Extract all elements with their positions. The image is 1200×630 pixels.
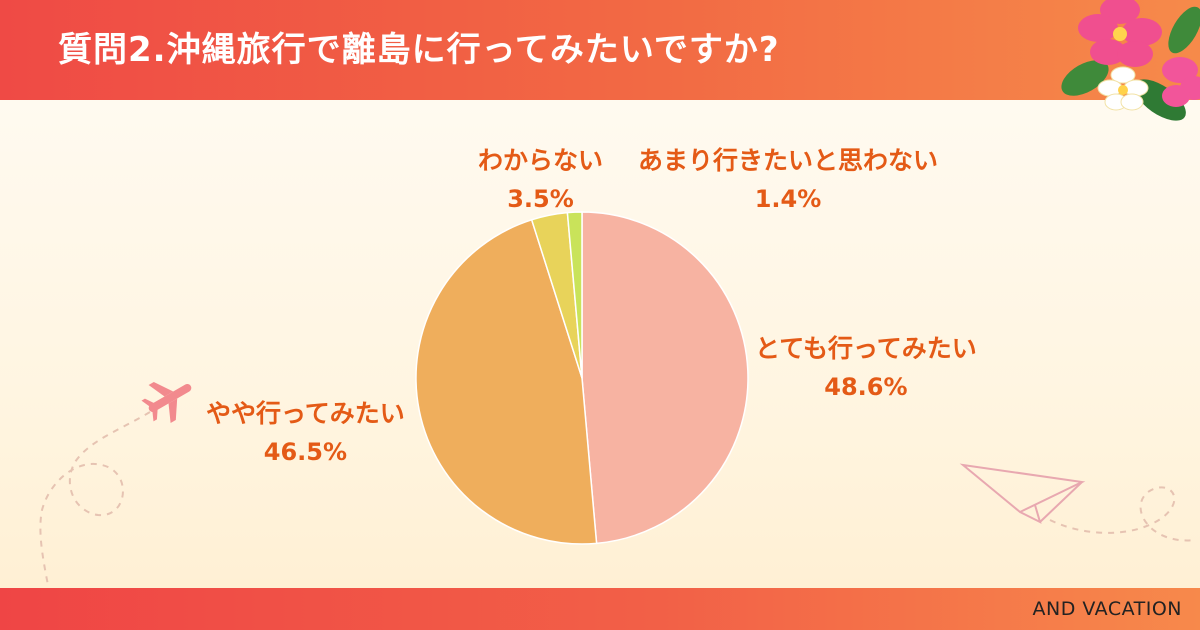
slice-label-value: 1.4%: [754, 185, 822, 213]
paper-plane-icon: [959, 463, 1086, 524]
pie-slice-1: [415, 218, 598, 545]
slice-label-unsure: わからない 3.5%: [478, 142, 603, 218]
slice-label-text: やや行ってみたい: [206, 399, 405, 428]
hibiscus-flower-icon: [1061, 0, 1200, 121]
pie-slice-0: [581, 211, 749, 545]
pie-slice-3: [566, 211, 583, 379]
slice-label-text: わからない: [478, 146, 604, 175]
airplane-icon: [141, 381, 192, 424]
page-title: 質問2.沖縄旅行で離島に行ってみたいですか?: [58, 30, 780, 70]
slice-label-value: 46.5%: [263, 438, 348, 466]
brand-label: AND VACATION: [1032, 598, 1182, 620]
slice-label-very-want: とても行ってみたい 48.6%: [755, 330, 977, 406]
slice-label-text: とても行ってみたい: [755, 334, 977, 363]
header-bar: 質問2.沖縄旅行で離島に行ってみたいですか?: [0, 0, 1200, 100]
slice-label-value: 48.6%: [824, 373, 908, 401]
slice-label-text: あまり行きたいと思わない: [638, 146, 939, 175]
slice-label-value: 3.5%: [507, 185, 574, 213]
slice-label-somewhat-want: やや行ってみたい 46.5%: [206, 395, 405, 471]
footer-bar: AND VACATION: [0, 588, 1200, 630]
slice-label-not-much: あまり行きたいと思わない 1.4%: [638, 142, 938, 218]
